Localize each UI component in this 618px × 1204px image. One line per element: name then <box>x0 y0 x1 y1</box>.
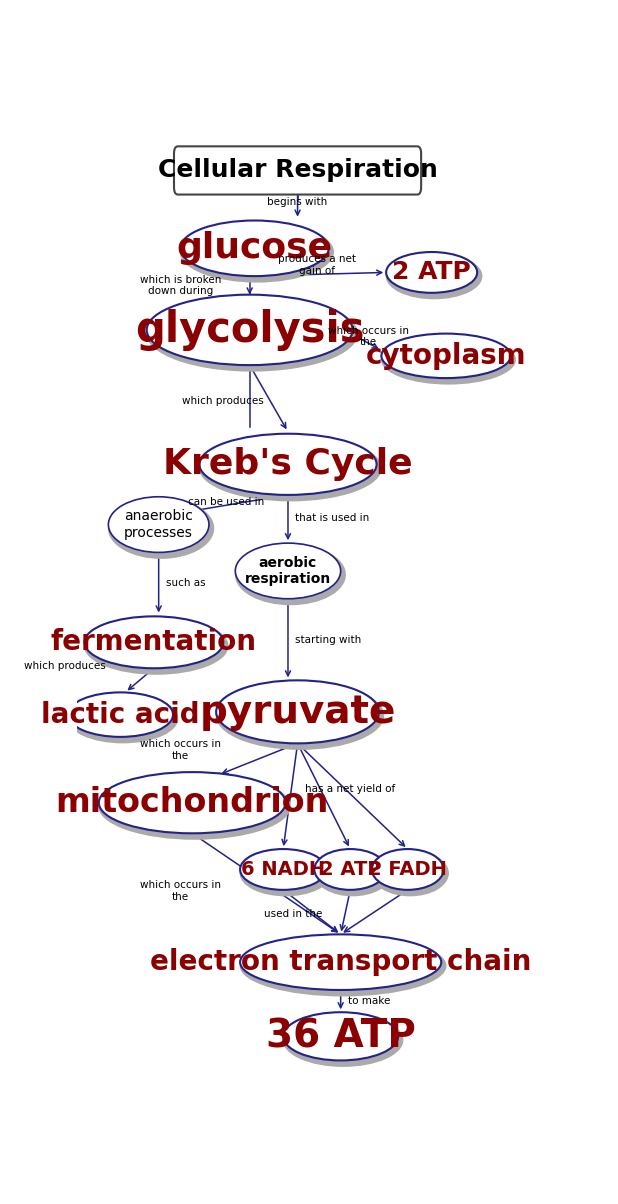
Ellipse shape <box>67 694 179 743</box>
Ellipse shape <box>282 1013 404 1067</box>
Ellipse shape <box>315 849 386 890</box>
Ellipse shape <box>240 850 332 896</box>
Ellipse shape <box>108 497 214 559</box>
Ellipse shape <box>216 680 379 743</box>
Ellipse shape <box>381 334 510 378</box>
Ellipse shape <box>371 850 449 896</box>
Ellipse shape <box>216 681 384 750</box>
Text: which occurs in
the: which occurs in the <box>328 325 409 347</box>
Text: glycolysis: glycolysis <box>135 309 365 350</box>
Text: mitochondrion: mitochondrion <box>56 786 329 819</box>
Ellipse shape <box>180 222 334 283</box>
Ellipse shape <box>146 296 358 372</box>
Text: which is broken
down during: which is broken down during <box>140 275 221 296</box>
Text: which produces: which produces <box>182 396 264 406</box>
Ellipse shape <box>99 772 286 833</box>
Text: 36 ATP: 36 ATP <box>266 1017 416 1056</box>
Text: 2 ATP: 2 ATP <box>392 260 471 284</box>
Ellipse shape <box>199 435 382 501</box>
Text: starting with: starting with <box>295 635 362 644</box>
FancyBboxPatch shape <box>174 147 421 195</box>
Ellipse shape <box>98 773 291 840</box>
Ellipse shape <box>381 335 516 384</box>
Text: pyruvate: pyruvate <box>200 692 396 731</box>
Ellipse shape <box>235 544 346 606</box>
Text: which occurs in
the: which occurs in the <box>140 739 221 761</box>
Text: electron transport chain: electron transport chain <box>150 949 531 976</box>
Text: glucose: glucose <box>176 231 332 265</box>
Text: that is used in: that is used in <box>295 513 370 523</box>
Text: cytoplasm: cytoplasm <box>366 342 527 370</box>
Ellipse shape <box>283 1013 398 1061</box>
Ellipse shape <box>386 252 477 293</box>
Text: used in the: used in the <box>264 909 323 919</box>
Text: fermentation: fermentation <box>51 628 257 656</box>
Text: anaerobic
processes: anaerobic processes <box>124 509 193 539</box>
Text: Kreb's Cycle: Kreb's Cycle <box>163 448 413 482</box>
Ellipse shape <box>108 497 209 553</box>
Text: to make: to make <box>348 996 390 1007</box>
Ellipse shape <box>84 618 229 674</box>
Ellipse shape <box>235 543 341 598</box>
Ellipse shape <box>386 253 483 300</box>
Ellipse shape <box>314 850 391 896</box>
Ellipse shape <box>240 934 441 990</box>
Ellipse shape <box>372 849 444 890</box>
Ellipse shape <box>180 220 329 276</box>
Ellipse shape <box>240 849 326 890</box>
Ellipse shape <box>85 616 223 668</box>
Ellipse shape <box>146 295 353 365</box>
Text: Cellular Respiration: Cellular Respiration <box>158 159 438 183</box>
Text: produces a net
gain of: produces a net gain of <box>277 254 356 276</box>
Text: which produces: which produces <box>24 661 106 672</box>
Text: can be used in: can be used in <box>188 497 264 507</box>
Text: such as: such as <box>166 578 205 588</box>
Text: lactic acid: lactic acid <box>41 701 200 728</box>
Text: 6 NADH: 6 NADH <box>241 860 325 879</box>
Text: 2 ATP: 2 ATP <box>320 860 381 879</box>
Ellipse shape <box>67 692 173 737</box>
Text: 2 FADH: 2 FADH <box>368 860 447 879</box>
Text: has a net yield of: has a net yield of <box>305 784 395 793</box>
Text: which occurs in
the: which occurs in the <box>140 880 221 902</box>
Ellipse shape <box>200 433 376 495</box>
Text: aerobic
respiration: aerobic respiration <box>245 556 331 586</box>
Ellipse shape <box>240 936 447 997</box>
Text: begins with: begins with <box>268 197 328 207</box>
